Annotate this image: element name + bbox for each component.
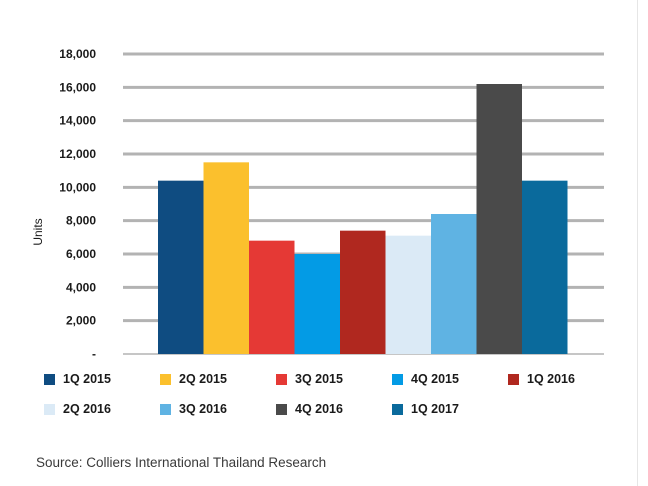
legend-item: 2Q 2016 (44, 400, 160, 418)
legend-swatch (508, 373, 519, 385)
source-note: Source: Colliers International Thailand … (36, 455, 327, 470)
legend-swatch (276, 373, 287, 385)
bar-2q-2015 (203, 162, 249, 354)
y-tick-label: 4,000 (66, 280, 96, 294)
legend-item: 3Q 2016 (160, 400, 276, 418)
y-tick-label: 10,000 (59, 180, 96, 194)
bar-1q-2017 (522, 180, 568, 354)
legend-item: 1Q 2015 (44, 370, 160, 388)
y-tick-label: 12,000 (59, 147, 96, 161)
legend-swatch (44, 373, 55, 385)
y-tick-label: 6,000 (66, 247, 96, 261)
legend-item: 2Q 2015 (160, 370, 276, 388)
legend-label: 2Q 2016 (63, 402, 111, 416)
legend-item: 3Q 2015 (276, 370, 392, 388)
page-edge-rule (637, 0, 638, 486)
y-tick-label: 2,000 (66, 314, 96, 328)
legend-item: 4Q 2015 (392, 370, 508, 388)
legend-label: 4Q 2016 (295, 402, 343, 416)
y-tick-label: 16,000 (59, 80, 96, 94)
legend-label: 4Q 2015 (411, 372, 459, 386)
bar-1q-2015 (158, 180, 204, 354)
y-tick-label: - (92, 347, 96, 361)
legend-label: 3Q 2016 (179, 402, 227, 416)
bar-2q-2016 (385, 235, 431, 354)
legend-item: 1Q 2016 (508, 370, 624, 388)
legend-label: 1Q 2016 (527, 372, 575, 386)
bar-4q-2016 (476, 84, 522, 354)
legend-swatch (392, 403, 403, 415)
legend: 1Q 2015 2Q 2015 3Q 2015 4Q 2015 1Q 2016 2Q 20… (44, 370, 624, 418)
legend-swatch (160, 373, 171, 385)
bar-4q-2015 (294, 254, 340, 354)
y-axis-ticks: - 2,000 4,000 6,000 8,000 10,000 12,000 14,000 1… (59, 47, 96, 361)
y-tick-label: 8,000 (66, 214, 96, 228)
y-axis-title: Units (31, 218, 45, 245)
legend-label: 1Q 2017 (411, 402, 459, 416)
legend-swatch (392, 373, 403, 385)
bar-3q-2016 (431, 214, 477, 354)
legend-label: 1Q 2015 (63, 372, 111, 386)
legend-label: 3Q 2015 (295, 372, 343, 386)
legend-swatch (276, 403, 287, 415)
bars (158, 84, 568, 354)
bar-chart: - 2,000 4,000 6,000 8,000 10,000 12,000 14,000 1… (31, 47, 604, 361)
y-tick-label: 18,000 (59, 47, 96, 61)
legend-swatch (44, 403, 55, 415)
legend-item: 4Q 2016 (276, 400, 392, 418)
legend-item: 1Q 2017 (392, 400, 508, 418)
legend-swatch (160, 403, 171, 415)
bar-3q-2015 (249, 240, 295, 354)
bar-1q-2016 (340, 230, 386, 354)
legend-label: 2Q 2015 (179, 372, 227, 386)
y-tick-label: 14,000 (59, 114, 96, 128)
